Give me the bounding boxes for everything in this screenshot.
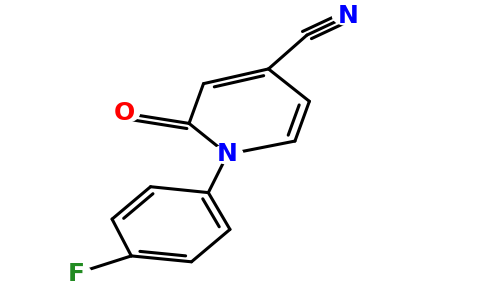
- Circle shape: [212, 145, 243, 164]
- Text: O: O: [113, 101, 135, 125]
- Circle shape: [333, 7, 363, 26]
- Text: N: N: [217, 142, 238, 166]
- Text: N: N: [337, 4, 358, 28]
- Text: F: F: [67, 262, 85, 286]
- Circle shape: [60, 264, 91, 283]
- Circle shape: [109, 104, 139, 122]
